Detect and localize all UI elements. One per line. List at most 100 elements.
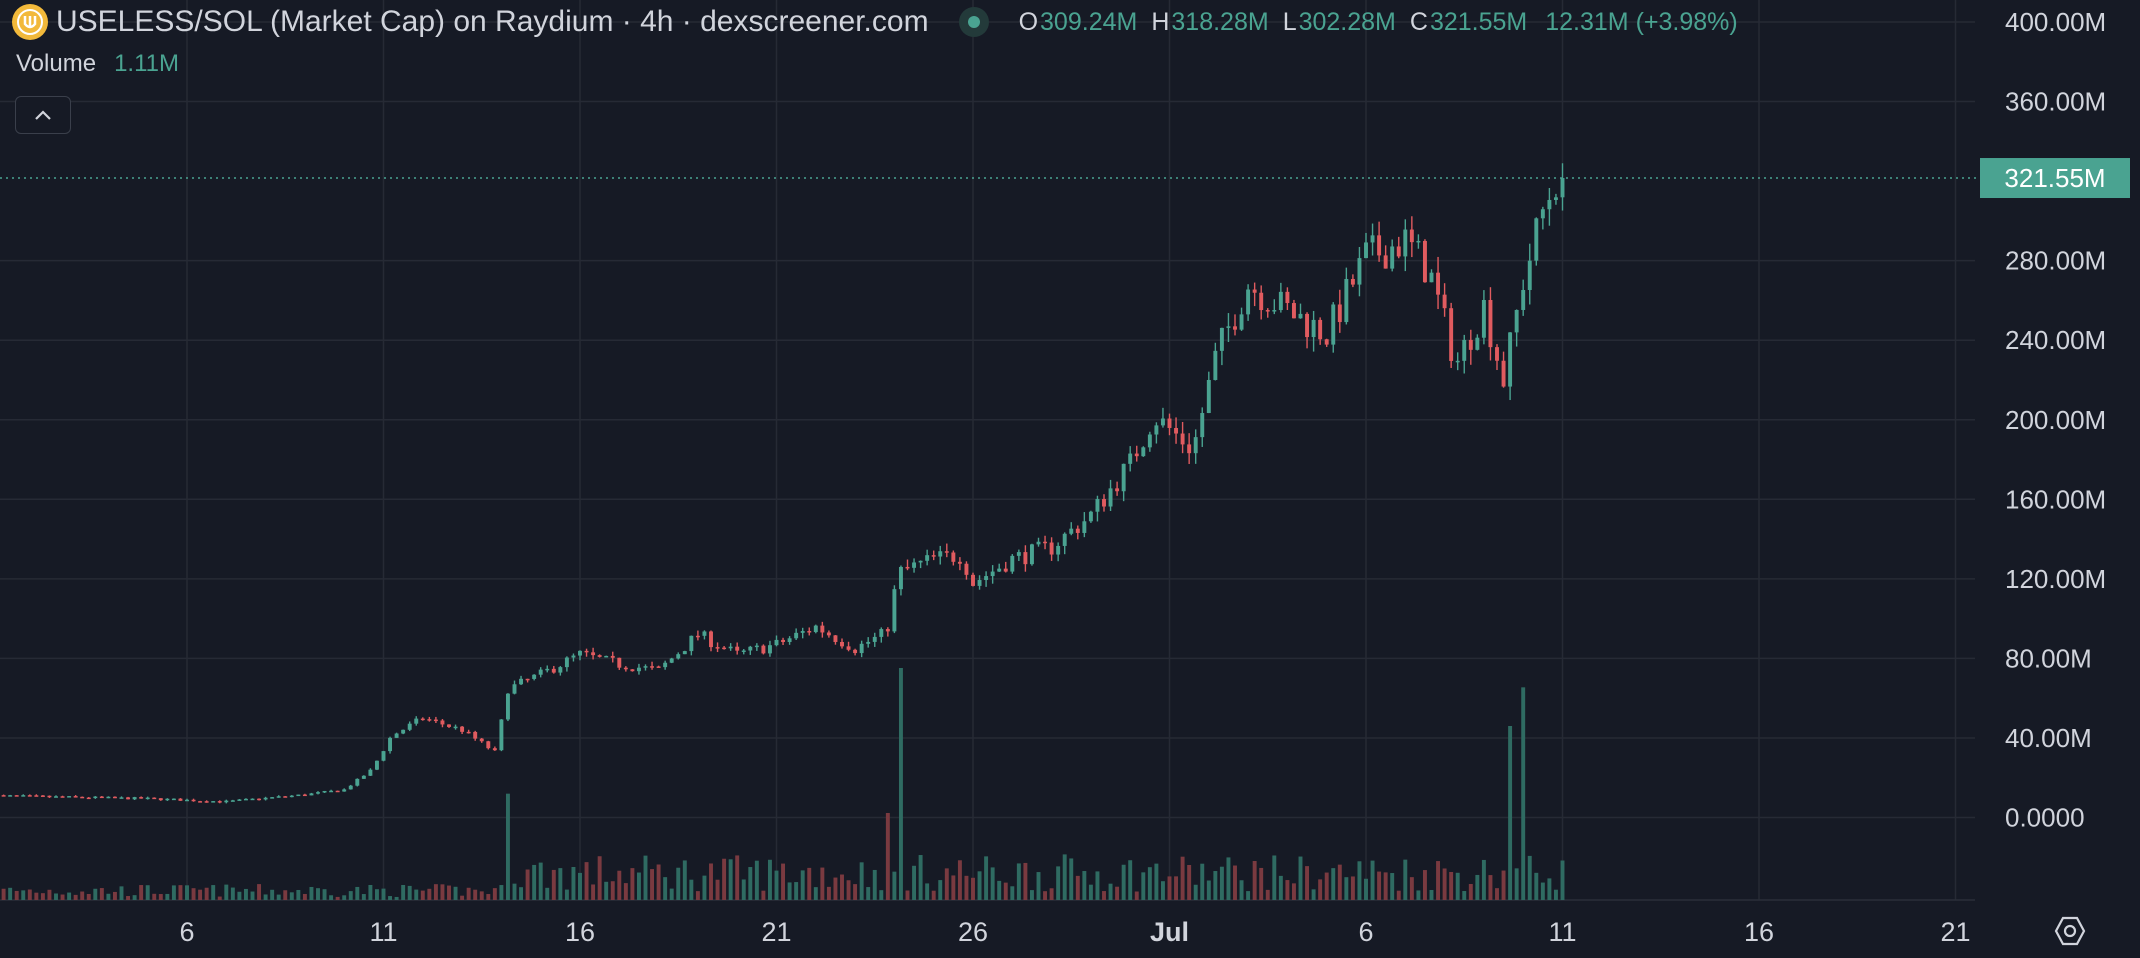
candle-body [1455, 360, 1460, 363]
volume-bar [276, 894, 281, 900]
volume-bar [584, 862, 589, 900]
candle-body [1508, 332, 1513, 387]
candle-body [1134, 453, 1139, 457]
volume-bar [800, 870, 805, 900]
candle-body [217, 801, 222, 803]
volume-bar [1167, 876, 1172, 900]
volume-bar [1056, 866, 1061, 900]
volume-bar [977, 871, 982, 900]
volume-bar [296, 889, 301, 900]
candle-body [1108, 488, 1113, 507]
volume-bar [1141, 872, 1146, 900]
volume-bar [623, 883, 628, 900]
candle-body [584, 650, 589, 653]
candle-body [296, 794, 301, 797]
volume-bar [27, 889, 32, 900]
volume-bar [650, 869, 655, 900]
candle-body [1344, 278, 1349, 323]
chart-title: USELESS/SOL (Market Cap) on Raydium · 4h… [56, 5, 929, 38]
volume-bar [492, 888, 497, 900]
candle-body [1501, 360, 1506, 387]
volume-bar [106, 893, 111, 900]
candle-body [486, 741, 491, 749]
volume-bar [309, 886, 314, 900]
volume-bar [767, 859, 772, 900]
volume-bar [1553, 889, 1558, 900]
volume-bar [1350, 876, 1355, 900]
candle-body [1187, 444, 1192, 454]
candle-body [198, 801, 203, 803]
chart-settings-button[interactable] [2048, 913, 2092, 949]
candle-body [623, 667, 628, 670]
candle-body [787, 638, 792, 643]
candle-body [460, 726, 465, 732]
volume-bar [807, 867, 812, 900]
volume-bar [1206, 880, 1211, 900]
candle-body [302, 794, 307, 797]
candle-body [1121, 463, 1126, 492]
volume-bar [486, 894, 491, 900]
candle-body [368, 769, 373, 776]
candle-body [388, 737, 393, 752]
candle-body [433, 719, 438, 722]
volume-bar [787, 882, 792, 900]
volume-bar [67, 892, 72, 900]
candle-body [807, 631, 812, 633]
volume-bar [505, 793, 510, 900]
status-dot-icon [967, 16, 980, 28]
candle-body [1278, 291, 1283, 311]
candle-body [1036, 541, 1041, 545]
volume-bar [335, 896, 340, 900]
candle-body [34, 795, 39, 797]
candle-body [918, 560, 923, 563]
volume-bar [892, 871, 897, 900]
candle-body [800, 631, 805, 633]
volume-bar [34, 892, 39, 900]
volume-bar [1449, 871, 1454, 900]
volume-bar [126, 896, 131, 900]
candle-body [1442, 294, 1447, 309]
volume-bar [1193, 884, 1198, 900]
candle-body [152, 797, 157, 800]
candle-body [40, 795, 45, 797]
candle-body [1069, 528, 1074, 534]
candle-body [728, 646, 733, 649]
x-tick-label: 11 [369, 917, 397, 947]
candle-body [106, 796, 111, 799]
volume-bar [709, 863, 713, 900]
volume-bar [1514, 868, 1519, 900]
volume-bar [99, 888, 104, 900]
volume-bar [1455, 872, 1460, 900]
candle-body [1246, 289, 1251, 315]
volume-bar [1481, 859, 1486, 900]
candle-body [813, 625, 818, 633]
volume-bar [171, 885, 176, 900]
y-tick-label: 360.00M [2005, 87, 2106, 117]
candle-body [630, 669, 635, 672]
volume-bar [217, 896, 222, 900]
axes: 400.00M360.00M280.00M240.00M200.00M160.0… [0, 7, 2130, 947]
volume-bar [1422, 870, 1427, 900]
collapse-legend-button[interactable] [15, 96, 71, 134]
volume-bar [866, 887, 871, 900]
volume-bar [1219, 866, 1224, 900]
volume-bar [735, 855, 740, 900]
candle-body [139, 797, 144, 799]
volume-bar [833, 877, 838, 900]
volume-bar [1370, 860, 1375, 900]
candle-body [558, 667, 563, 673]
x-tick-label: 16 [565, 917, 595, 947]
volume-bar [1468, 883, 1473, 900]
volume-bar [185, 885, 189, 900]
volume-bar [663, 877, 668, 900]
volume-bar [1187, 864, 1192, 900]
candle-body [361, 775, 366, 779]
volume-bar [1462, 891, 1467, 900]
volume-bar [1102, 891, 1106, 900]
volume-bar [558, 868, 563, 900]
volume-bar [433, 884, 438, 900]
volume-bar [21, 890, 26, 900]
candle-body [879, 629, 884, 637]
candle-body [1219, 327, 1224, 351]
